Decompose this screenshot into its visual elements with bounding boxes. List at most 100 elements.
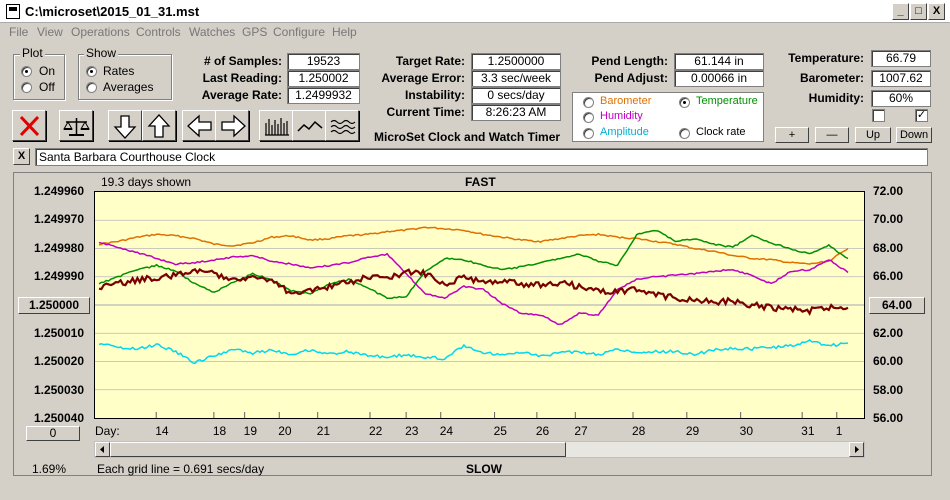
scroll-thumb[interactable] bbox=[110, 442, 566, 457]
barometer-radio[interactable] bbox=[583, 97, 594, 108]
x-tick-label: 30 bbox=[739, 424, 753, 438]
rates-radio[interactable] bbox=[86, 66, 97, 77]
instability-field: 0 secs/day bbox=[471, 87, 561, 104]
y-right-tick: 66.00 bbox=[873, 269, 904, 283]
right-center-button[interactable]: 64.00 bbox=[869, 297, 925, 314]
x-tick-label: 25 bbox=[493, 424, 507, 438]
cancel-icon[interactable] bbox=[12, 110, 46, 141]
overlay-panel bbox=[572, 92, 764, 142]
menu-help[interactable]: Help bbox=[332, 25, 357, 39]
current-time-label: Current Time: bbox=[386, 105, 465, 119]
rates-label: Rates bbox=[103, 64, 135, 78]
amplitude-option: Amplitude bbox=[600, 126, 649, 138]
slow-label: SLOW bbox=[466, 462, 502, 476]
percent-label: 1.69% bbox=[32, 462, 67, 476]
y-tick: 1.249980 bbox=[33, 241, 84, 255]
maximize-button[interactable]: □ bbox=[910, 3, 927, 20]
barometer-field: 1007.62 bbox=[871, 70, 931, 87]
y-right-tick: 72.00 bbox=[873, 184, 904, 198]
x-tick-label: 23 bbox=[405, 424, 419, 438]
show-group-label: Show bbox=[84, 46, 119, 60]
temperature-label: Temperature: bbox=[788, 51, 864, 65]
samples-label: # of Samples: bbox=[203, 54, 282, 68]
average-rate-field: 1.2499932 bbox=[287, 87, 360, 104]
checkbox-2[interactable]: ✓ bbox=[915, 109, 928, 122]
y-tick: 1.249990 bbox=[33, 269, 84, 283]
x-tick-label: 24 bbox=[439, 424, 454, 438]
minimize-button[interactable]: _ bbox=[892, 3, 909, 20]
zero-button[interactable]: 0 bbox=[26, 426, 80, 441]
plus-button[interactable]: + bbox=[775, 127, 809, 143]
x-tick-label: 21 bbox=[316, 424, 331, 438]
y-right-tick: 62.00 bbox=[873, 326, 904, 340]
average-rate-label: Average Rate: bbox=[201, 88, 282, 102]
grid-note: Each grid line = 0.691 secs/day bbox=[97, 462, 265, 476]
menu-bar: File View Operations Controls Watches GP… bbox=[0, 23, 950, 42]
bars-icon[interactable] bbox=[259, 110, 293, 141]
x-tick-label: 31 bbox=[801, 424, 815, 438]
minus-button[interactable]: — bbox=[815, 127, 849, 143]
waves-icon[interactable] bbox=[325, 110, 359, 141]
target-rate-field: 1.2500000 bbox=[471, 53, 561, 70]
menu-watches[interactable]: Watches bbox=[189, 25, 236, 39]
days-shown: 19.3 days shown bbox=[101, 175, 192, 189]
arrow-down-icon[interactable] bbox=[108, 110, 142, 141]
temperature-radio[interactable] bbox=[679, 97, 690, 108]
plot-on-label: On bbox=[39, 64, 56, 78]
series-line bbox=[98, 267, 849, 317]
clockrate-radio[interactable] bbox=[679, 128, 690, 139]
y-tick: 1.250040 bbox=[33, 411, 84, 425]
title-bar: C:\microset\2015_01_31.mst _ □ X bbox=[0, 0, 950, 23]
menu-view[interactable]: View bbox=[37, 25, 63, 39]
x-tick-label: 19 bbox=[243, 424, 257, 438]
humidity-radio[interactable] bbox=[583, 112, 594, 123]
menu-controls[interactable]: Controls bbox=[136, 25, 181, 39]
y-tick: 1.249970 bbox=[33, 212, 84, 226]
pend-length-label: Pend Length: bbox=[591, 54, 668, 68]
averages-radio[interactable] bbox=[86, 82, 97, 93]
menu-gps[interactable]: GPS bbox=[242, 25, 268, 39]
arrow-up-icon[interactable] bbox=[142, 110, 176, 141]
close-button[interactable]: X bbox=[928, 3, 945, 20]
scale-icon[interactable] bbox=[59, 110, 93, 141]
temperature-option: Temperature bbox=[696, 95, 758, 107]
plot-off-radio[interactable] bbox=[21, 82, 32, 93]
arrow-left-icon[interactable] bbox=[182, 110, 216, 141]
clock-name-input[interactable]: Santa Barbara Courthouse Clock bbox=[35, 148, 928, 166]
last-reading-field: 1.250002 bbox=[287, 70, 360, 87]
pend-adjust-label: Pend Adjust: bbox=[594, 71, 668, 85]
checkbox-1[interactable] bbox=[872, 109, 885, 122]
menu-file[interactable]: File bbox=[9, 25, 29, 39]
series-line bbox=[98, 241, 849, 325]
scroll-right-icon[interactable] bbox=[849, 442, 864, 457]
last-reading-label: Last Reading: bbox=[202, 71, 282, 85]
plot-off-label: Off bbox=[39, 80, 55, 94]
series-line bbox=[98, 226, 849, 265]
arrow-right-icon[interactable] bbox=[215, 110, 249, 141]
current-time-field: 8:26:23 AM bbox=[471, 104, 561, 121]
series-line bbox=[98, 229, 849, 300]
horizontal-scrollbar[interactable] bbox=[94, 441, 865, 458]
y-tick: 1.249960 bbox=[33, 184, 84, 198]
menu-operations[interactable]: Operations bbox=[71, 25, 130, 39]
target-rate-label: Target Rate: bbox=[395, 54, 465, 68]
app-icon bbox=[6, 4, 20, 19]
humidity-option: Humidity bbox=[600, 110, 643, 122]
down-button[interactable]: Down bbox=[896, 127, 932, 143]
clear-button[interactable]: X bbox=[13, 148, 30, 165]
menu-configure[interactable]: Configure bbox=[273, 25, 326, 39]
plot-on-radio[interactable] bbox=[21, 66, 32, 77]
scroll-left-icon[interactable] bbox=[95, 442, 110, 457]
center-rate-button[interactable]: 1.250000 bbox=[18, 297, 90, 314]
amplitude-radio[interactable] bbox=[583, 128, 594, 139]
x-tick-label: 22 bbox=[368, 424, 383, 438]
plot-area bbox=[94, 191, 865, 419]
y-tick: 1.250030 bbox=[33, 383, 84, 397]
app-name: MicroSet Clock and Watch Timer bbox=[374, 130, 561, 144]
clockrate-option: Clock rate bbox=[696, 126, 746, 138]
series-line bbox=[98, 338, 849, 365]
up-button[interactable]: Up bbox=[855, 127, 891, 143]
y-right-tick: 60.00 bbox=[873, 354, 904, 368]
line-chart-icon[interactable] bbox=[292, 110, 326, 141]
day-axis-label: Day: bbox=[95, 424, 120, 438]
